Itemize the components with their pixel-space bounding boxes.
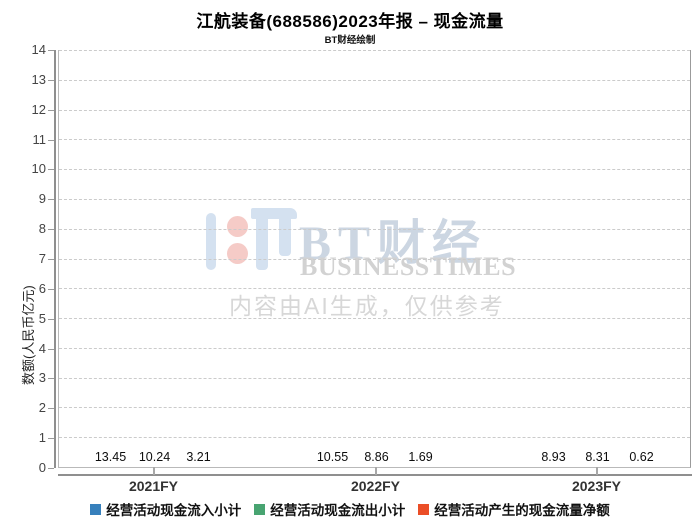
bt-logo-pi-top-icon xyxy=(251,208,297,219)
gridline xyxy=(59,198,690,200)
y-tick-label: 7 xyxy=(38,251,46,266)
y-tick-label: 3 xyxy=(38,370,46,386)
gridline xyxy=(59,377,690,379)
y-tick-mark-icon xyxy=(48,109,54,111)
y-axis-spine xyxy=(54,50,56,468)
y-tick-mark-icon xyxy=(48,408,54,410)
y-tick-mark-icon xyxy=(48,468,54,469)
bar-value-label: 1.69 xyxy=(408,450,433,464)
gridline xyxy=(59,347,690,349)
watermark-logo xyxy=(206,205,298,277)
gridline xyxy=(59,139,690,141)
y-tick-mark-icon xyxy=(48,318,54,320)
gridline xyxy=(59,109,690,111)
legend: 经营活动现金流入小计 经营活动现金流出小计 经营活动产生的现金流量净额 xyxy=(0,499,700,519)
bt-logo-dot-icon xyxy=(227,216,248,237)
gridline xyxy=(59,50,690,51)
plot-area: BT财经 BUSINESSTIMES 内容由AI生成，仅供参考 13.45 10.… xyxy=(58,50,691,468)
y-tick-label: 8 xyxy=(38,221,46,237)
y-tick-label: 1 xyxy=(38,430,46,446)
legend-item-series1: 经营活动现金流入小计 xyxy=(90,499,241,519)
legend-label: 经营活动现金流出小计 xyxy=(270,503,406,518)
bar-value-label: 8.86 xyxy=(364,450,389,464)
y-tick-label: 5 xyxy=(38,310,46,326)
bar-value-label: 10.24 xyxy=(138,450,171,464)
watermark-brand-en: BUSINESSTIMES xyxy=(300,252,517,281)
bt-logo-bar-icon xyxy=(206,213,216,270)
y-tick-label: 12 xyxy=(31,101,46,117)
y-tick-mark-icon xyxy=(48,348,54,350)
bt-logo-dot-icon xyxy=(227,243,248,264)
x-tick-label-2021FY: 2021FY xyxy=(128,478,179,494)
gridline xyxy=(59,228,690,230)
legend-swatch-icon xyxy=(418,503,430,515)
watermark-brand-cn: BT财经 xyxy=(299,217,488,270)
legend-item-series2: 经营活动现金流出小计 xyxy=(254,499,405,519)
chart-title: 江航装备(688586)2023年报 – 现金流量 xyxy=(196,12,504,31)
y-tick-label: 10 xyxy=(31,161,46,177)
y-tick-label: 2 xyxy=(38,400,46,416)
gridline xyxy=(59,79,690,81)
y-tick-mark-icon xyxy=(48,259,54,260)
y-tick-label: 11 xyxy=(32,131,47,147)
legend-item-series3: 经营活动产生的现金流量净额 xyxy=(418,499,610,519)
bt-logo-pi-leg-icon xyxy=(256,219,268,270)
y-tick-mark-icon xyxy=(48,288,54,290)
gridline xyxy=(59,437,690,439)
x-tick-mark-icon xyxy=(374,467,377,475)
gridline xyxy=(59,288,690,290)
gridline xyxy=(59,318,690,320)
y-tick-mark-icon xyxy=(48,79,54,81)
gridline xyxy=(59,258,690,260)
y-tick-label: 9 xyxy=(38,191,46,207)
y-tick-label: 13 xyxy=(31,71,46,87)
bar-value-label: 8.93 xyxy=(541,450,566,464)
bar-value-label: 8.31 xyxy=(585,450,610,464)
x-tick-mark-icon xyxy=(595,467,598,475)
x-tick-mark-icon xyxy=(152,467,155,475)
y-tick-mark-icon xyxy=(48,169,54,171)
y-tick-mark-icon xyxy=(48,438,54,440)
bar-value-label: 3.21 xyxy=(186,450,211,464)
legend-label: 经营活动现金流入小计 xyxy=(106,503,242,518)
bar-value-label: 13.45 xyxy=(94,450,127,464)
y-tick-mark-icon xyxy=(48,378,54,380)
chart-subtitle: BT财经绘制 xyxy=(324,35,376,46)
y-tick-mark-icon xyxy=(48,199,54,201)
y-tick-mark-icon xyxy=(48,50,54,51)
bar-value-label: 10.55 xyxy=(316,450,349,464)
x-tick-label-2023FY: 2023FY xyxy=(571,478,622,494)
watermark-ai-note: 内容由AI生成，仅供参考 xyxy=(229,293,505,319)
x-axis-spine xyxy=(58,474,692,476)
legend-label: 经营活动产生的现金流量净额 xyxy=(434,503,610,518)
y-tick-label: 6 xyxy=(38,280,46,296)
y-tick-mark-icon xyxy=(48,229,54,231)
y-tick-label: 0 xyxy=(38,460,46,475)
bt-logo-pi-leg-icon xyxy=(279,219,291,256)
legend-swatch-icon xyxy=(90,503,102,515)
y-tick-mark-icon xyxy=(48,139,54,141)
legend-swatch-icon xyxy=(254,503,266,515)
gridline xyxy=(59,407,690,409)
x-tick-label-2022FY: 2022FY xyxy=(350,478,401,494)
gridline xyxy=(59,169,690,171)
y-tick-label: 14 xyxy=(31,42,46,57)
bar-value-label: 0.62 xyxy=(629,450,654,464)
y-tick-label: 4 xyxy=(38,340,46,356)
